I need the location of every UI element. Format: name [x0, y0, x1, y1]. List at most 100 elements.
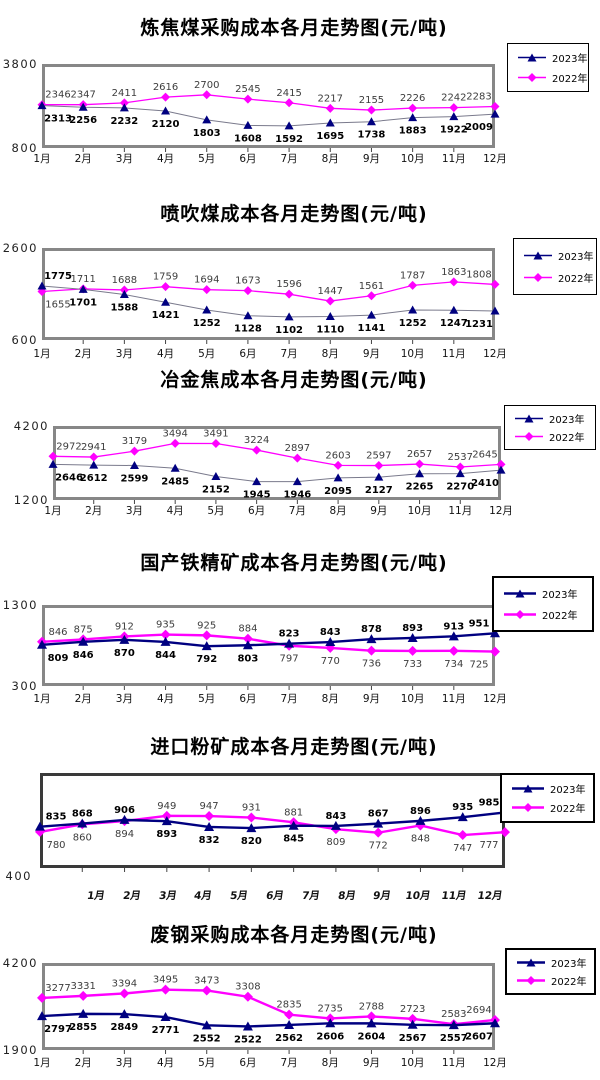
line-diamond-icon — [518, 73, 546, 82]
data-label-2022: 2657 — [407, 449, 432, 460]
data-label-2022: 935 — [156, 620, 175, 631]
x-axis-label: 4月 — [156, 1057, 175, 1069]
x-axis-label: 10月 — [407, 505, 432, 517]
legend-item-2022: 2022年 — [523, 271, 596, 285]
x-axis-label: 4月 — [166, 505, 184, 517]
legend-label: 2023年 — [552, 54, 588, 65]
data-label-2022: 1596 — [276, 279, 301, 290]
x-axis-label: 9月 — [362, 153, 381, 165]
data-label-2023: 2095 — [324, 486, 352, 497]
legend-label: 2022年 — [550, 804, 586, 816]
x-axis-label: 7月 — [280, 348, 298, 360]
x-axis-label: 6月 — [239, 153, 257, 165]
data-label-2023: 2562 — [275, 1033, 303, 1044]
x-axis-label: 8月 — [321, 348, 339, 360]
data-label-2022: 1711 — [70, 274, 95, 285]
data-label-2023: 2646 — [55, 472, 83, 483]
data-label-2022: 2415 — [276, 88, 301, 99]
data-label-2022: 2583 — [441, 1009, 466, 1020]
x-axis-label: 10月 — [400, 1057, 425, 1069]
x-axis-label: 3月 — [115, 1057, 133, 1069]
legend-item-2023: 2023年 — [503, 587, 592, 601]
legend-item-2022: 2022年 — [517, 71, 588, 85]
x-axis-label: 10月 — [400, 348, 425, 360]
data-label-2022: 3331 — [70, 981, 95, 992]
data-label-2022: 2603 — [325, 450, 350, 461]
data-label-2023: 1592 — [275, 134, 303, 145]
line-triangle-icon — [524, 251, 552, 260]
x-axis: 1月 2月 3月 4月 5月 6月 7月 8月 9月 10月 11月 12月 — [0, 151, 600, 165]
data-label-2022: 3473 — [194, 975, 219, 986]
x-axis-label: 6月 — [248, 505, 266, 517]
legend-item-2022: 2022年 — [511, 801, 593, 816]
data-label-2023: 2607 — [465, 1031, 493, 1042]
data-label-2023: 1252 — [193, 318, 221, 329]
data-label-2022: 3179 — [122, 436, 147, 447]
data-label-2023: 1128 — [234, 324, 262, 335]
x-axis-label: 2月 — [85, 505, 103, 517]
data-label-2023: 809 — [48, 653, 69, 664]
data-label-2023: 844 — [155, 650, 176, 661]
data-label-2022: 2972 — [56, 441, 81, 452]
data-label-2022: 3224 — [244, 435, 269, 446]
legend-label: 2023年 — [558, 251, 594, 263]
data-label-2022: 3308 — [235, 982, 260, 993]
legend-label: 2022年 — [542, 611, 578, 623]
chart-title: 国产铁精矿成本各月走势图(元/吨) — [140, 552, 448, 574]
x-axis-label: 7月 — [280, 1057, 298, 1069]
data-label-2022: 2545 — [235, 84, 260, 95]
x-axis-label: 3月 — [125, 505, 144, 517]
data-label-2023: 1738 — [358, 130, 386, 141]
data-label-2022: 3495 — [153, 975, 178, 986]
data-label-2023: 878 — [361, 624, 382, 635]
data-label-2023: 2009 — [465, 122, 493, 133]
data-label-2022: 1863 — [441, 267, 466, 278]
data-label-2022: 2597 — [366, 451, 391, 462]
legend-label: 2023年 — [549, 414, 585, 426]
data-label-2022: 2788 — [359, 1001, 384, 1012]
data-label-2022: 2723 — [400, 1004, 425, 1015]
x-axis-label: 11月 — [448, 505, 473, 517]
legend-label: 2023年 — [551, 958, 587, 970]
data-label-2023: 820 — [241, 836, 262, 847]
data-label-2022: 2941 — [81, 442, 106, 453]
data-label-2022: 949 — [157, 801, 176, 812]
data-label-2022: 2616 — [153, 82, 178, 93]
data-label-2022: 3394 — [112, 978, 137, 989]
x-axis-label: 5月 — [207, 505, 225, 517]
x-axis-label: 1月 — [33, 348, 51, 360]
data-label-2023: 2485 — [161, 476, 189, 487]
data-label-2022: 2700 — [194, 80, 219, 91]
x-axis-label: 7月 — [280, 153, 298, 165]
legend-label: 2022年 — [551, 977, 587, 989]
data-label-2023: 2522 — [234, 1034, 262, 1045]
data-label-2022: 809 — [326, 837, 345, 848]
x-axis-label: 2月 — [74, 693, 92, 705]
x-axis-label: 12月 — [483, 1057, 507, 1069]
x-axis-label: 9月 — [362, 693, 381, 705]
legend-item-2023: 2023年 — [516, 956, 594, 970]
data-label-2022: 734 — [444, 659, 463, 670]
data-label-2022: 1655 — [45, 299, 70, 310]
data-label-2022: 797 — [280, 654, 299, 665]
data-label-2022: 846 — [48, 627, 67, 638]
data-label-2023: 1945 — [243, 490, 271, 501]
line-triangle-icon — [518, 53, 546, 62]
x-axis-label: 7月 — [280, 693, 298, 705]
data-label-2022: 881 — [284, 807, 303, 818]
data-label-2022: 725 — [469, 660, 488, 671]
data-label-2022: 772 — [369, 841, 388, 852]
x-axis-label: 12月 — [483, 153, 507, 165]
data-label-2023: 2612 — [80, 473, 108, 484]
data-label-2023: 792 — [196, 654, 217, 665]
x-axis-label: 5月 — [198, 693, 216, 705]
x-axis-label: 4月 — [156, 348, 175, 360]
plot-area: 2313 2346 2256 2347 2232 2411 2120 2616 1803 2700… — [37, 64, 500, 152]
x-axis-label: 2月 — [74, 153, 92, 165]
data-label-2023: 896 — [410, 806, 431, 817]
x-axis-label: 11月 — [441, 1057, 466, 1069]
x-axis: 1月 2月 3月 4月 5月 6月 7月 8月 9月 10月 11月 12月 — [0, 503, 600, 517]
data-label-2023: 832 — [199, 835, 220, 846]
data-label-2023: 843 — [325, 811, 346, 822]
